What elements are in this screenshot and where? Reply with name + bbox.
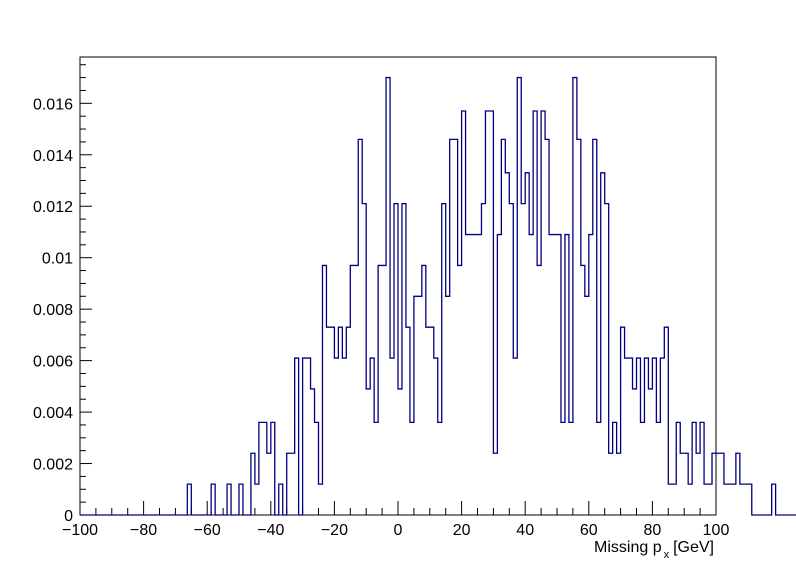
y-tick-label: 0.006 xyxy=(33,354,73,371)
y-tick-label: 0.004 xyxy=(33,405,73,422)
y-tick-label: 0.012 xyxy=(33,199,73,216)
y-tick-label: 0.014 xyxy=(33,148,73,165)
x-tick-label: 20 xyxy=(453,522,471,539)
y-tick-label: 0.016 xyxy=(33,96,73,113)
x-tick-label: −40 xyxy=(257,522,284,539)
x-tick-label: 100 xyxy=(703,522,730,539)
x-axis-title-prefix: Missing p xyxy=(594,539,662,556)
x-tick-label: 0 xyxy=(394,522,403,539)
x-axis-title: Missing p x [GeV] xyxy=(594,539,714,561)
y-tick-label: 0.008 xyxy=(33,302,73,319)
histogram-series xyxy=(80,76,796,516)
x-axis-title-subscript: x xyxy=(664,549,670,561)
x-tick-label: −80 xyxy=(130,522,157,539)
x-tick-label: −60 xyxy=(194,522,221,539)
x-tick-label: −100 xyxy=(62,522,98,539)
y-tick-label: 0.002 xyxy=(33,457,73,474)
y-axis: 0 0.002 0.004 0.006 0.008 0.01 0.012 0.014 0.016 xyxy=(33,64,92,525)
x-axis: −100 −80 −60 −40 −20 0 20 40 60 80 100 xyxy=(62,501,729,539)
y-tick-label: 0 xyxy=(64,508,73,525)
x-tick-label: 60 xyxy=(580,522,598,539)
x-tick-label: 40 xyxy=(516,522,534,539)
x-axis-title-suffix: [GeV] xyxy=(673,539,714,556)
x-tick-label: −20 xyxy=(321,522,348,539)
x-tick-label: 80 xyxy=(644,522,662,539)
y-tick-label: 0.01 xyxy=(42,251,73,268)
